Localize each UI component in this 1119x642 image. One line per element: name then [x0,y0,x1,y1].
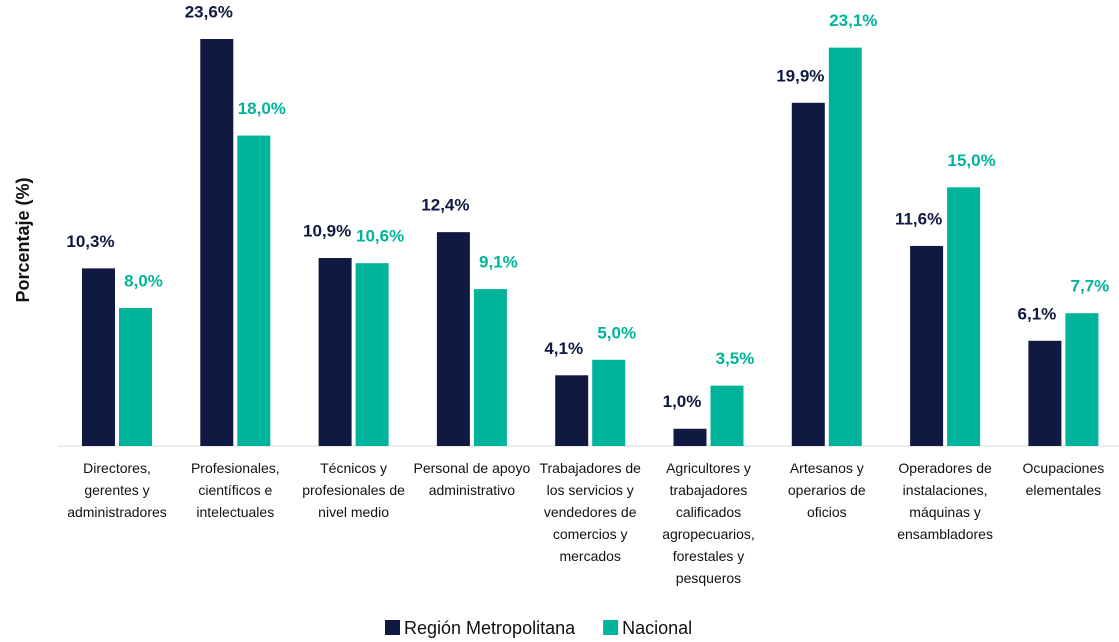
data-label: 10,9% [303,222,351,241]
data-label: 8,0% [124,272,163,291]
x-tick-label: Directores, gerentes y administradores [67,460,167,520]
data-label: 18,0% [238,99,286,118]
bar [555,375,589,446]
bar [237,135,271,446]
data-label: 23,6% [185,2,233,21]
legend-label: Nacional [622,618,692,638]
y-axis-label: Porcentaje (%) [13,177,33,302]
bar [1065,313,1099,446]
bar [947,187,981,447]
data-label: 7,7% [1071,277,1110,296]
x-tick-label: Artesanos y operarios de oficios [787,460,866,520]
data-label: 15,0% [947,151,995,170]
bar [828,47,862,446]
data-label: 19,9% [776,66,824,85]
bar [473,289,507,446]
data-label: 5,0% [597,323,636,342]
data-label: 23,1% [829,11,877,30]
data-label: 4,1% [544,339,583,358]
x-tick-label: Profesionales, científicos e intelectual… [190,460,280,520]
data-label: 6,1% [1018,304,1057,323]
bar [710,385,744,446]
x-tick-label: Trabajadores de los servicios y vendedor… [539,460,641,564]
data-label: 12,4% [421,196,469,215]
bar [119,308,152,446]
x-tick-label: Técnicos y profesionales de nivel medio [302,460,405,520]
bar [436,232,470,446]
legend-swatch [603,620,619,635]
bar [318,258,352,446]
legend-swatch [385,620,400,635]
data-label: 9,1% [479,253,518,272]
data-label: 10,3% [66,232,114,251]
bar [1028,340,1062,446]
bar [592,359,626,446]
data-label: 10,6% [356,227,404,246]
bar [910,245,944,446]
x-tick-label: Operadores de instalaciones, máquinas y … [897,460,993,542]
bar [673,428,707,446]
bar [200,39,234,446]
x-tick-label: Ocupaciones elementales [1022,460,1105,498]
x-tick-label: Agricultores y trabajadores calificados … [662,460,755,586]
legend-label: Región Metropolitana [404,618,576,638]
data-label: 3,5% [716,349,755,368]
bar [355,263,389,446]
bar [82,268,115,446]
data-label: 1,0% [663,392,702,411]
data-label: 11,6% [895,209,942,228]
bar [791,102,825,446]
x-tick-label: Personal de apoyo administrativo [413,460,531,498]
